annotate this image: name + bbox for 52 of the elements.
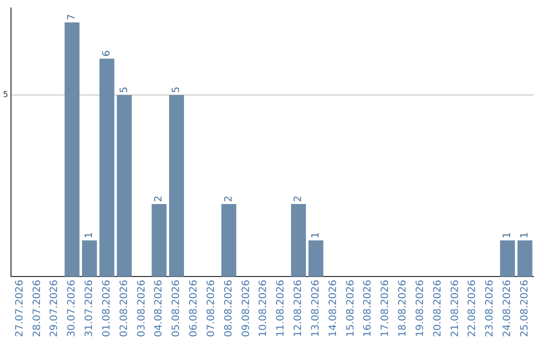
- x-tick-label: 23.08.2026: [484, 280, 496, 338]
- x-tick-label: 03.08.2026: [136, 280, 148, 338]
- data-label: 7: [66, 14, 78, 20]
- data-label: 5: [118, 86, 130, 94]
- data-label: 1: [519, 232, 530, 238]
- x-tick-label: 15.08.2026: [345, 280, 356, 338]
- data-label: 2: [293, 196, 304, 202]
- data-label: 6: [101, 50, 112, 57]
- x-tick-label: 28.07.2026: [32, 280, 43, 338]
- x-tick-label: 22.08.2026: [467, 280, 478, 338]
- x-tick-label: 16.08.2026: [362, 280, 374, 338]
- x-tick-label: 13.08.2026: [310, 280, 322, 338]
- x-tick-label: 20.08.2026: [432, 280, 444, 338]
- bar: [517, 240, 532, 277]
- data-label: 1: [502, 232, 514, 238]
- x-tick-label: 27.07.2026: [14, 280, 26, 338]
- bar: [99, 58, 114, 277]
- x-tick-label: 18.08.2026: [398, 280, 409, 338]
- x-tick-label: 29.07.2026: [49, 280, 60, 338]
- bar: [500, 240, 515, 277]
- x-tick-label: 10.08.2026: [258, 280, 270, 338]
- x-tick-label: 21.08.2026: [450, 280, 461, 338]
- bar: [116, 95, 132, 277]
- bar: [152, 204, 167, 277]
- data-label: 2: [223, 196, 234, 202]
- x-tick-label: 08.08.2026: [223, 280, 234, 338]
- bar: [169, 95, 184, 277]
- bar: [221, 204, 236, 277]
- x-tick-label: 04.08.2026: [154, 280, 165, 338]
- x-tick-label: 12.08.2026: [293, 280, 304, 338]
- bar: [64, 22, 80, 277]
- x-tick-label: 24.08.2026: [502, 280, 514, 338]
- x-tick-label: 19.08.2026: [414, 280, 426, 338]
- x-tick-label: 06.08.2026: [188, 280, 200, 338]
- x-tick-label: 01.08.2026: [101, 280, 112, 338]
- x-tick-label: 05.08.2026: [171, 280, 182, 338]
- x-tick-label: 09.08.2026: [240, 280, 252, 338]
- data-label: 1: [310, 232, 322, 238]
- x-tick-label: 11.08.2026: [276, 280, 287, 338]
- bar: [308, 240, 324, 277]
- data-label: 5: [171, 86, 182, 94]
- x-tick-label: 31.07.2026: [84, 280, 96, 338]
- x-tick-label: 17.08.2026: [380, 280, 392, 338]
- x-tick-label: 02.08.2026: [118, 280, 130, 338]
- x-tick-label: 14.08.2026: [328, 280, 339, 338]
- bar: [291, 204, 306, 277]
- data-label: 1: [84, 232, 96, 238]
- x-tick-label: 07.08.2026: [206, 280, 217, 338]
- data-label: 2: [154, 196, 165, 202]
- bar: [82, 240, 97, 277]
- x-tick-label: 25.08.2026: [519, 280, 530, 338]
- x-tick-label: 30.07.2026: [66, 280, 78, 338]
